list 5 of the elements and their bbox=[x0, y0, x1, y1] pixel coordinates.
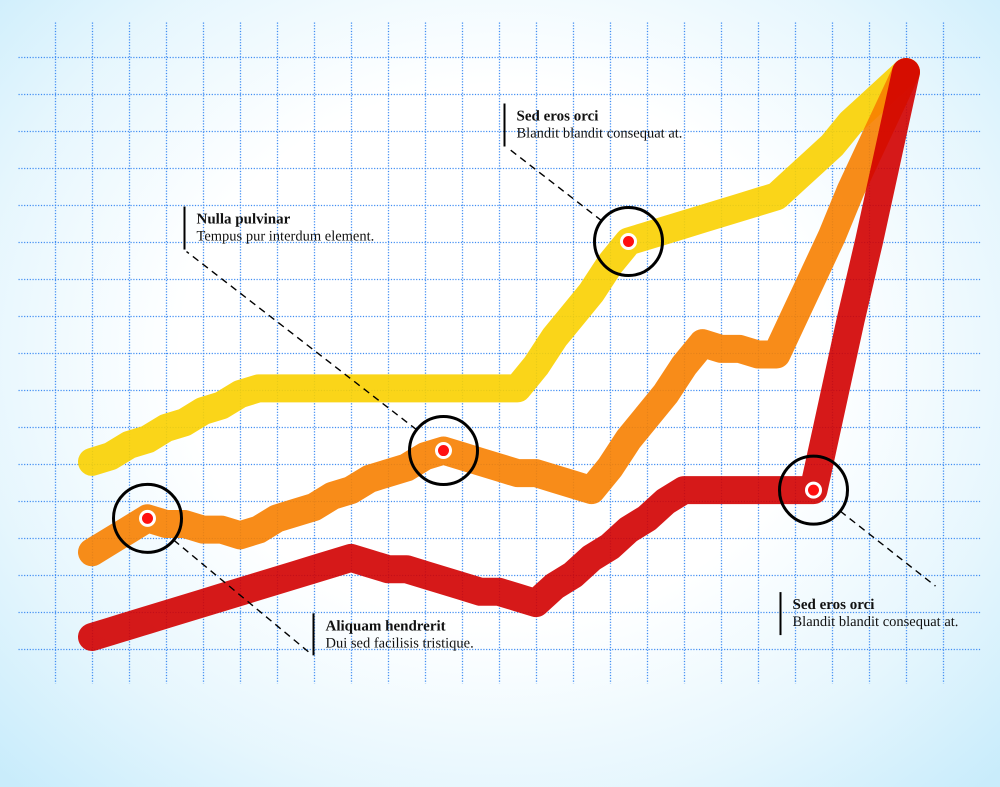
point bbox=[805, 482, 822, 499]
text: Nulla pulvinar Tempus pur interdum element. bbox=[196, 212, 374, 245]
text: Sed eros orci Blandit blandit consequat at. bbox=[792, 597, 958, 630]
text: Sed eros orci Blandit blandit consequat at. bbox=[516, 108, 682, 142]
text: Aliquam hendrerit Dui sed facilisis tristique. bbox=[326, 618, 474, 652]
